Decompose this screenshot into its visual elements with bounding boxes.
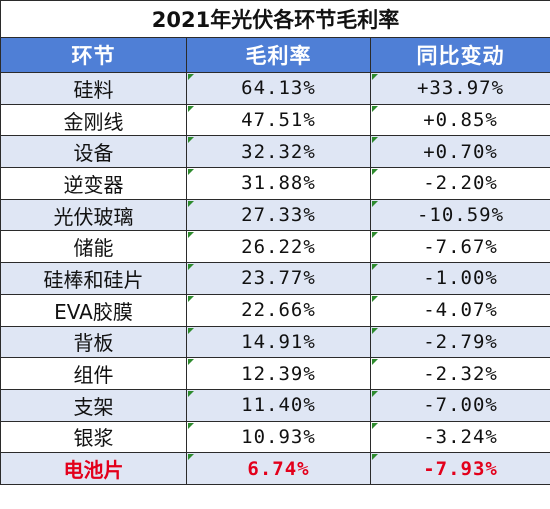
cell-error-flag-icon (188, 105, 194, 112)
margin-cell[interactable]: 32.32% (186, 135, 371, 169)
cell-error-flag-icon (188, 200, 194, 207)
segment-cell[interactable]: 逆变器 (0, 167, 187, 200)
cell-error-flag-icon (372, 105, 378, 112)
cell-error-flag-icon (372, 422, 378, 429)
margin-cell[interactable]: 6.74% (186, 452, 371, 485)
cell-error-flag-icon (372, 359, 378, 366)
cell-error-flag-icon (372, 74, 378, 80)
cell-error-flag-icon (188, 137, 194, 144)
table-row: 组件 12.39% -2.32% (0, 357, 550, 390)
segment-cell[interactable]: EVA胶膜 (0, 293, 187, 327)
table-row: EVA胶膜 22.66% -4.07% (0, 293, 550, 327)
segment-cell[interactable]: 支架 (0, 388, 187, 422)
segment-cell[interactable]: 电池片 (0, 452, 187, 485)
cell-error-flag-icon (372, 390, 378, 397)
cell-error-flag-icon (372, 454, 378, 461)
cell-error-flag-icon (188, 422, 194, 429)
segment-cell[interactable]: 背板 (0, 325, 187, 359)
cell-error-flag-icon (188, 327, 194, 334)
cell-error-flag-icon (372, 137, 378, 144)
table-row: 电池片 6.74% -7.93% (0, 452, 550, 485)
table-row: 设备 32.32% +0.70% (0, 135, 550, 169)
segment-cell[interactable]: 硅料 (0, 72, 187, 105)
margin-cell[interactable]: 26.22% (186, 230, 371, 264)
cell-error-flag-icon (372, 200, 378, 207)
cell-error-flag-icon (372, 327, 378, 334)
change-cell[interactable]: -4.07% (369, 293, 550, 327)
segment-cell[interactable]: 硅棒和硅片 (0, 262, 187, 295)
table-row: 背板 14.91% -2.79% (0, 325, 550, 359)
margin-cell[interactable]: 23.77% (186, 262, 371, 295)
cell-error-flag-icon (188, 390, 194, 397)
margin-cell[interactable]: 64.13% (186, 72, 371, 105)
cell-error-flag-icon (188, 454, 194, 461)
table-row: 金刚线 47.51% +0.85% (0, 103, 550, 137)
title-row: 2021年光伏各环节毛利率 (0, 0, 550, 38)
cell-error-flag-icon (188, 359, 194, 366)
segment-cell[interactable]: 银浆 (0, 420, 187, 454)
segment-cell[interactable]: 金刚线 (0, 103, 187, 137)
margin-cell[interactable]: 11.40% (186, 388, 371, 422)
margin-cell[interactable]: 22.66% (186, 293, 371, 327)
table-row: 银浆 10.93% -3.24% (0, 420, 550, 454)
margin-cell[interactable]: 12.39% (186, 357, 371, 390)
change-cell[interactable]: +0.85% (369, 103, 550, 137)
header-change[interactable]: 同比变动 (369, 37, 550, 73)
margin-cell[interactable]: 14.91% (186, 325, 371, 359)
change-cell[interactable]: -10.59% (369, 198, 550, 232)
margin-cell[interactable]: 47.51% (186, 103, 371, 137)
segment-cell[interactable]: 设备 (0, 135, 187, 169)
table-row: 硅棒和硅片 23.77% -1.00% (0, 262, 550, 295)
cell-error-flag-icon (372, 264, 378, 271)
cell-error-flag-icon (188, 295, 194, 302)
change-cell[interactable]: -2.32% (369, 357, 550, 390)
table-row: 支架 11.40% -7.00% (0, 388, 550, 422)
margin-cell[interactable]: 27.33% (186, 198, 371, 232)
cell-error-flag-icon (188, 264, 194, 271)
change-cell[interactable]: -2.20% (369, 167, 550, 200)
change-cell[interactable]: -1.00% (369, 262, 550, 295)
change-cell[interactable]: -3.24% (369, 420, 550, 454)
table-row: 储能 26.22% -7.67% (0, 230, 550, 264)
change-cell[interactable]: +0.70% (369, 135, 550, 169)
cell-error-flag-icon (188, 232, 194, 239)
cell-error-flag-icon (372, 232, 378, 239)
segment-cell[interactable]: 组件 (0, 357, 187, 390)
change-cell[interactable]: -7.67% (369, 230, 550, 264)
cell-error-flag-icon (188, 169, 194, 176)
table-row: 硅料 64.13% +33.97% (0, 72, 550, 105)
cell-error-flag-icon (372, 295, 378, 302)
table-row: 光伏玻璃 27.33% -10.59% (0, 198, 550, 232)
table-title[interactable]: 2021年光伏各环节毛利率 (0, 0, 550, 38)
header-segment[interactable]: 环节 (0, 37, 187, 73)
segment-cell[interactable]: 储能 (0, 230, 187, 264)
table-row: 逆变器 31.88% -2.20% (0, 167, 550, 200)
change-cell[interactable]: -7.00% (369, 388, 550, 422)
header-margin[interactable]: 毛利率 (186, 37, 371, 73)
margin-cell[interactable]: 10.93% (186, 420, 371, 454)
margin-table: 2021年光伏各环节毛利率 环节 毛利率 同比变动 硅料 64.13% +33.97… (0, 0, 550, 485)
change-cell[interactable]: -7.93% (369, 452, 550, 485)
margin-cell[interactable]: 31.88% (186, 167, 371, 200)
change-cell[interactable]: -2.79% (369, 325, 550, 359)
segment-cell[interactable]: 光伏玻璃 (0, 198, 187, 232)
header-row: 环节 毛利率 同比变动 (0, 37, 550, 73)
change-cell[interactable]: +33.97% (369, 72, 550, 105)
cell-error-flag-icon (188, 74, 194, 80)
cell-error-flag-icon (372, 169, 378, 176)
